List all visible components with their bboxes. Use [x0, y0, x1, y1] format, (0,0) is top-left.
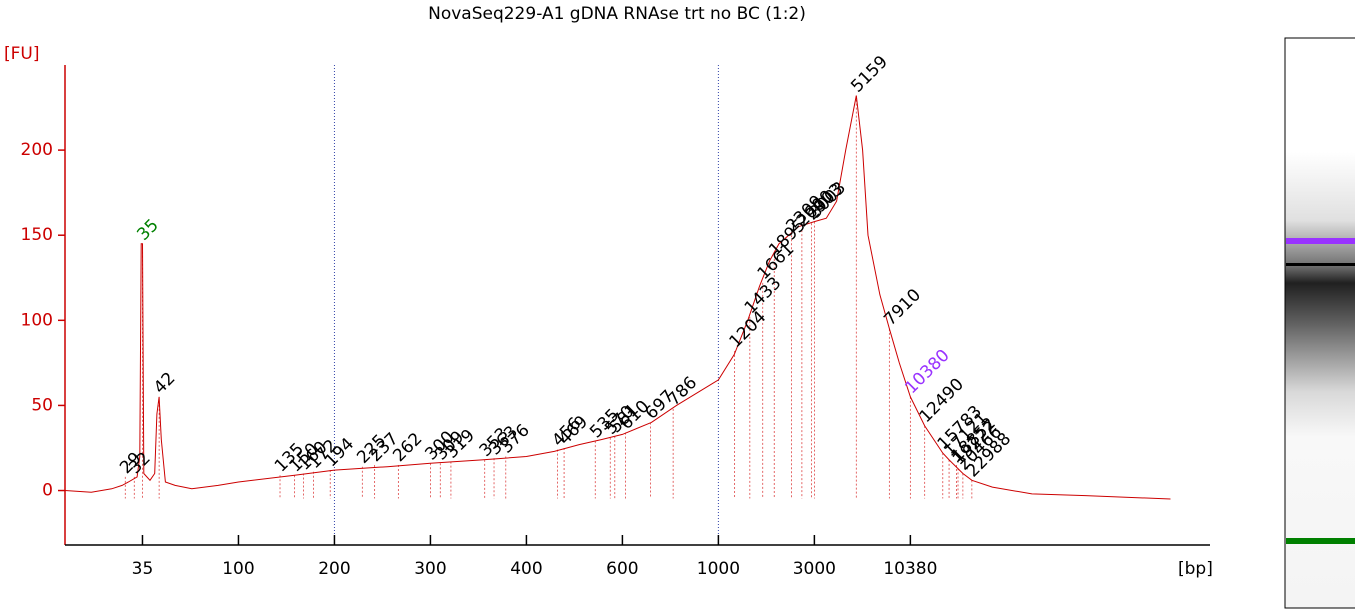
- gel-lower-marker: [1286, 538, 1355, 544]
- y-tick-label: 200: [21, 140, 53, 160]
- peak-label: 7910: [880, 285, 925, 330]
- y-tick-label: 0: [42, 481, 53, 501]
- peak-label: 5159: [847, 52, 892, 97]
- y-tick-label: 150: [21, 225, 53, 245]
- x-tick-label: 10380: [883, 559, 937, 579]
- y-tick-label: 100: [21, 310, 53, 330]
- peak-label: 42: [150, 369, 179, 398]
- peak-label: 262: [389, 429, 426, 466]
- x-axis-label: [bp]: [1178, 559, 1213, 579]
- gel-main-band: [1286, 263, 1355, 266]
- x-tick-label: 3000: [793, 559, 836, 579]
- x-tick-label: 400: [510, 559, 542, 579]
- x-tick-label: 600: [606, 559, 638, 579]
- gel-upper-marker: [1286, 238, 1355, 244]
- chart-title: NovaSeq229-A1 gDNA RNAse trt no BC (1:2): [428, 4, 806, 24]
- peak-label: 35: [133, 215, 162, 244]
- x-tick-label: 1000: [697, 559, 740, 579]
- gel-lane: [1284, 37, 1355, 609]
- peak-label: 1204: [726, 307, 771, 352]
- gel-lane-bg: [1284, 37, 1355, 609]
- x-tick-label: 35: [132, 559, 154, 579]
- y-axis-label: [FU]: [4, 44, 40, 64]
- x-tick-label: 200: [318, 559, 350, 579]
- y-tick-label: 50: [31, 395, 53, 415]
- x-tick-label: 300: [414, 559, 446, 579]
- x-tick-label: 100: [222, 559, 254, 579]
- trace: [64, 95, 1171, 500]
